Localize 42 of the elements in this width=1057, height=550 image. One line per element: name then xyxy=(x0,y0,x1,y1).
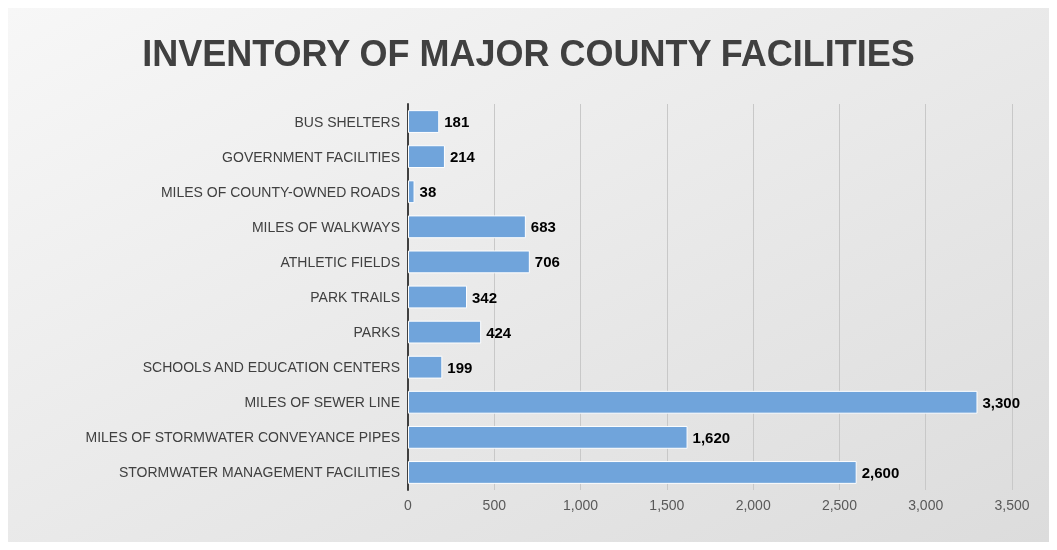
data-label: 3,300 xyxy=(982,393,1021,411)
x-tick-label: 2,500 xyxy=(821,497,858,513)
y-tick-label: MILES OF SEWER LINE xyxy=(244,394,400,411)
x-tick-label: 3,500 xyxy=(994,497,1030,513)
data-label: 342 xyxy=(472,288,498,306)
bar xyxy=(408,390,978,414)
y-tick-label: MILES OF WALKWAYS xyxy=(251,218,400,235)
bar xyxy=(408,250,530,274)
data-label: 706 xyxy=(534,253,560,271)
y-tick-label: MILES OF STORMWATER CONVEYANCE PIPES xyxy=(85,429,400,446)
bar xyxy=(408,425,688,449)
y-tick-label: MILES OF COUNTY-OWNED ROADS xyxy=(160,183,400,200)
bar xyxy=(408,180,415,204)
x-tick-label: 0 xyxy=(404,497,413,513)
data-label: 214 xyxy=(449,148,476,166)
bar xyxy=(408,320,482,344)
y-tick-label: ATHLETIC FIELDS xyxy=(280,253,400,270)
x-tick-label: 3,000 xyxy=(908,497,944,513)
bar xyxy=(408,145,445,169)
x-tick-label: 500 xyxy=(482,497,507,513)
data-label: 683 xyxy=(530,218,556,236)
x-tick-label: 1,000 xyxy=(563,497,599,513)
y-tick-label: SCHOOLS AND EDUCATION CENTERS xyxy=(142,359,400,376)
data-label: 38 xyxy=(419,183,437,201)
x-tick-label: 2,000 xyxy=(735,497,771,513)
y-tick-label: PARKS xyxy=(353,324,400,341)
bar xyxy=(408,285,468,309)
data-label: 424 xyxy=(486,323,512,341)
x-tick-label: 1,500 xyxy=(649,497,685,513)
y-tick-label: PARK TRAILS xyxy=(310,289,400,305)
bar xyxy=(408,355,443,379)
bar xyxy=(408,215,526,239)
bar xyxy=(408,461,857,484)
chart-title: INVENTORY OF MAJOR COUNTY FACILITIES xyxy=(142,32,915,74)
y-tick-label: BUS SHELTERS xyxy=(294,113,400,130)
y-tick-label: GOVERNMENT FACILITIES xyxy=(222,148,400,165)
data-label: 1,620 xyxy=(692,428,731,446)
bar xyxy=(408,110,440,133)
y-tick-label: STORMWATER MANAGEMENT FACILITIES xyxy=(118,464,400,481)
data-label: 2,600 xyxy=(861,463,900,481)
data-label: 181 xyxy=(444,113,470,131)
data-label: 199 xyxy=(447,358,473,376)
